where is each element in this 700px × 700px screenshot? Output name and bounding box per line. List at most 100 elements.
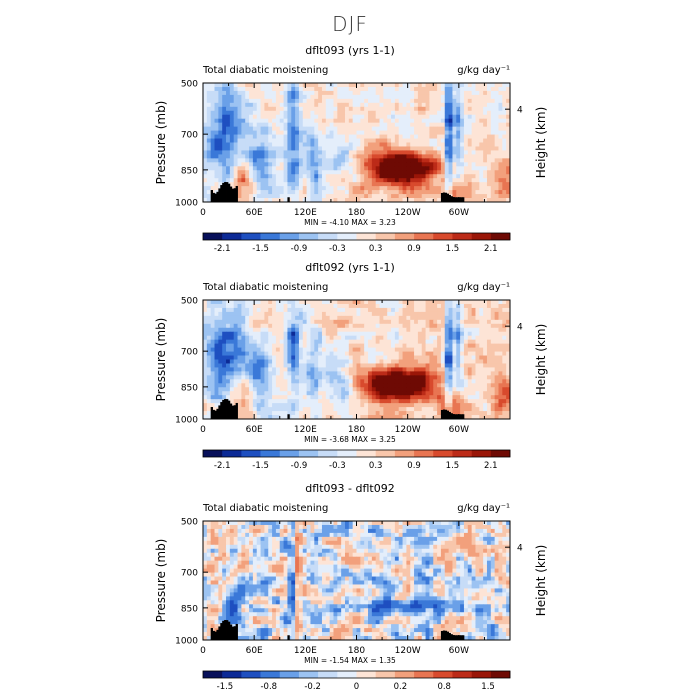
heatmap-cell xyxy=(421,359,426,364)
heatmap-cell xyxy=(391,399,396,404)
heatmap-cell xyxy=(360,162,365,167)
heatmap-cell xyxy=(387,395,392,400)
heatmap-cell xyxy=(214,319,219,325)
heatmap-cell xyxy=(260,359,265,364)
heatmap-cell xyxy=(264,90,269,96)
heatmap-cell xyxy=(318,367,323,372)
heatmap-cell xyxy=(245,367,250,372)
heatmap-cell xyxy=(387,130,392,135)
heatmap-cell xyxy=(206,339,212,345)
heatmap-cell xyxy=(268,118,273,124)
heatmap-cell xyxy=(226,307,231,313)
heatmap-cell xyxy=(483,122,488,128)
heatmap-cell xyxy=(356,166,361,171)
heatmap-cell xyxy=(475,351,480,356)
heatmap-cell xyxy=(245,98,250,104)
heatmap-cell xyxy=(229,339,235,345)
heatmap-cell xyxy=(383,347,388,352)
heatmap-cell xyxy=(444,122,449,128)
heatmap-cell xyxy=(402,387,407,392)
heatmap-cell xyxy=(475,130,480,135)
heatmap-cell xyxy=(356,90,361,96)
heatmap-cell xyxy=(256,194,261,199)
heatmap-cell xyxy=(471,355,476,360)
heatmap-cell xyxy=(490,311,496,317)
heatmap-cell xyxy=(375,182,380,187)
heatmap-cell xyxy=(417,327,423,333)
heatmap-cell xyxy=(375,86,380,92)
heatmap-cell xyxy=(391,307,396,313)
heatmap-cell xyxy=(437,387,442,392)
heatmap-cell xyxy=(302,194,308,199)
heatmap-cell xyxy=(329,359,334,364)
heatmap-cell xyxy=(440,130,446,135)
heatmap-cell xyxy=(237,399,242,404)
heatmap-cell xyxy=(341,138,346,143)
heatmap-cell xyxy=(279,98,284,104)
heatmap-cell xyxy=(226,174,231,179)
heatmap-cell xyxy=(429,198,434,203)
heatmap-cell xyxy=(452,339,457,345)
heatmap-cell xyxy=(348,351,354,356)
heatmap-cell xyxy=(364,90,369,96)
heatmap-cell xyxy=(352,375,357,380)
heatmap-cell xyxy=(383,98,388,104)
heatmap-cell xyxy=(206,351,212,356)
heatmap-cell xyxy=(414,379,419,384)
heatmap-cell xyxy=(337,138,342,143)
heatmap-cell xyxy=(229,102,235,108)
heatmap-cell xyxy=(379,331,384,337)
heatmap-cell xyxy=(475,118,480,124)
heatmap-cell xyxy=(387,98,392,104)
colorbar-swatch xyxy=(356,233,376,240)
heatmap-cell xyxy=(444,174,449,179)
heatmap-cell xyxy=(333,351,338,356)
heatmap-cell xyxy=(398,110,403,116)
heatmap-cell xyxy=(463,170,469,175)
heatmap-cell xyxy=(344,387,350,392)
heatmap-cell xyxy=(229,399,235,404)
heatmap-cell xyxy=(429,399,434,404)
heatmap-cell xyxy=(222,343,227,348)
heatmap-cell xyxy=(490,158,496,163)
heatmap-cell xyxy=(233,150,238,155)
heatmap-cell xyxy=(325,178,331,183)
heatmap-cell xyxy=(479,126,484,131)
heatmap-cell xyxy=(321,118,327,124)
heatmap-cell xyxy=(406,126,411,131)
heatmap-cell xyxy=(268,351,273,356)
heatmap-cell xyxy=(475,86,480,92)
heatmap-cell xyxy=(245,90,250,96)
heatmap-cell xyxy=(371,367,377,372)
heatmap-cell xyxy=(352,182,357,187)
heatmap-cell xyxy=(325,86,331,92)
heatmap-cell xyxy=(444,110,449,116)
heatmap-cell xyxy=(325,122,331,128)
heatmap-cell xyxy=(237,182,242,187)
heatmap-cell xyxy=(460,387,465,392)
heatmap-cell xyxy=(341,190,346,195)
heatmap-cell xyxy=(467,395,473,400)
heatmap-cell xyxy=(252,98,258,104)
heatmap-cell xyxy=(356,387,361,392)
heatmap-cell xyxy=(406,174,411,179)
heatmap-cell xyxy=(344,170,350,175)
heatmap-cell xyxy=(298,126,304,131)
heatmap-cell xyxy=(222,379,227,384)
heatmap-cell xyxy=(226,355,231,360)
heatmap-cell xyxy=(268,323,273,329)
heatmap-cell xyxy=(348,411,354,416)
heatmap-cell xyxy=(398,90,403,96)
heatmap-cell xyxy=(379,118,384,124)
heatmap-cell xyxy=(218,126,223,131)
heatmap-cell xyxy=(321,126,327,131)
heatmap-cell xyxy=(321,327,327,333)
heatmap-cell xyxy=(391,300,396,305)
colorbar-swatch xyxy=(241,233,261,240)
heatmap-cell xyxy=(375,300,380,305)
heatmap-cell xyxy=(341,90,346,96)
heatmap-cell xyxy=(321,110,327,116)
heatmap-cell xyxy=(295,315,300,321)
heatmap-cell xyxy=(314,315,319,321)
colorbar-swatch xyxy=(318,233,338,240)
